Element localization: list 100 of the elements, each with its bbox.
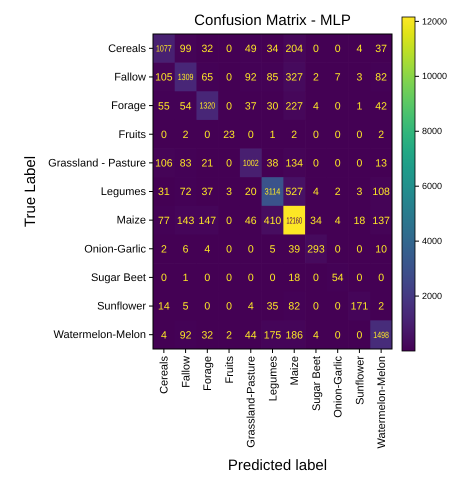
x-tick-label: Grassland-Pasture — [246, 356, 258, 448]
data-label: 0 — [204, 272, 210, 284]
data-label: 0 — [313, 300, 320, 313]
data-label: 0 — [204, 128, 210, 141]
data-label: 1077 — [156, 43, 176, 54]
data-label: 3 — [226, 186, 232, 198]
data-label: 0 — [204, 300, 210, 313]
data-label: 0 — [334, 42, 341, 55]
data-label: 0 — [226, 72, 232, 84]
data-label: 0 — [226, 272, 232, 284]
data-label: 83 — [180, 158, 192, 170]
y-tick-label: Onion-Garlic — [84, 243, 146, 256]
data-label: 7 — [334, 72, 341, 84]
data-label: 175 — [264, 329, 282, 342]
data-label: 6 — [182, 243, 189, 256]
data-label: 1 — [356, 100, 362, 112]
data-label: 1309 — [178, 72, 198, 82]
y-tick-label: Cereals — [108, 42, 146, 55]
data-label: 1498 — [373, 330, 394, 340]
x-tick-label: Forage — [202, 356, 214, 391]
data-label: 12160 — [286, 215, 312, 226]
data-label: 2 — [378, 128, 384, 141]
data-label: 65 — [201, 72, 214, 84]
data-label: 0 — [356, 243, 362, 256]
y-tick-label: Forage — [111, 100, 146, 112]
y-tick-label: Fruits — [118, 128, 146, 141]
data-label: 186 — [285, 329, 304, 342]
data-label: 0 — [356, 158, 362, 170]
data-label: 0 — [356, 329, 362, 342]
y-tick-label: Fallow — [114, 71, 146, 84]
data-label: 54 — [180, 100, 192, 112]
data-label: 143 — [176, 214, 195, 227]
data-label: 147 — [198, 214, 216, 227]
x-axis-title: Predicted label — [228, 457, 328, 474]
data-label: 4 — [356, 42, 362, 55]
x-tick-label: Legumes — [267, 356, 280, 402]
data-label: 30 — [266, 100, 278, 112]
data-label: 37 — [375, 42, 388, 55]
data-label: 82 — [375, 72, 388, 84]
x-tick-label: Sunflower — [354, 356, 366, 405]
data-label: 5 — [182, 300, 189, 313]
data-label: 0 — [313, 272, 320, 284]
data-label: 4 — [313, 100, 320, 112]
data-label: 0 — [226, 214, 232, 227]
x-tick-label: Watermelon-Melon — [376, 356, 388, 449]
y-tick-label: Sugar Beet — [90, 272, 146, 284]
data-label: 4 — [334, 214, 341, 227]
data-label: 3114 — [264, 186, 284, 197]
data-label: 0 — [334, 243, 341, 256]
data-label: 0 — [334, 300, 341, 313]
data-label: 0 — [334, 158, 341, 170]
data-label: 293 — [307, 243, 325, 256]
data-label: 10 — [375, 243, 388, 256]
data-label: 1002 — [242, 158, 263, 168]
data-label: 5 — [270, 243, 276, 256]
data-label: 3 — [356, 186, 362, 198]
data-label: 2 — [226, 329, 232, 342]
data-label: 42 — [375, 100, 388, 112]
data-label: 44 — [244, 329, 257, 342]
color-bar-label: 12000 — [422, 16, 448, 26]
data-label: 0 — [334, 128, 341, 141]
color-bar-label: 2000 — [422, 290, 442, 301]
color-bar-label: 8000 — [422, 126, 442, 136]
data-label: 55 — [158, 100, 170, 112]
color-bar-label: 6000 — [422, 181, 442, 192]
data-label: 227 — [285, 100, 304, 112]
data-label: 20 — [244, 186, 257, 198]
data-label: 1 — [270, 128, 276, 141]
color-bar-label: 4000 — [422, 236, 442, 246]
x-tick-label: Cereals — [158, 356, 171, 394]
data-label: 0 — [226, 158, 232, 170]
data-label: 46 — [244, 214, 257, 227]
data-label: 1320 — [199, 100, 220, 111]
data-label: 2 — [160, 243, 167, 256]
data-label: 106 — [155, 158, 173, 170]
data-label: 38 — [266, 158, 278, 170]
data-label: 4 — [160, 329, 167, 342]
y-tick-label: Sunflower — [97, 300, 146, 313]
data-label: 108 — [372, 186, 390, 198]
data-label: 2 — [182, 128, 189, 141]
data-label: 77 — [158, 214, 170, 227]
data-label: 85 — [266, 72, 278, 84]
data-label: 39 — [288, 243, 300, 256]
data-label: 0 — [356, 272, 362, 284]
data-label: 4 — [248, 300, 254, 313]
data-label: 1 — [182, 272, 189, 284]
data-label: 0 — [313, 128, 320, 141]
data-label: 4 — [313, 329, 320, 342]
y-tick-label: Watermelon-Melon — [53, 329, 146, 342]
data-label: 0 — [226, 243, 232, 256]
data-label: 32 — [201, 42, 214, 55]
data-label: 4 — [204, 243, 210, 256]
data-label: 0 — [356, 128, 362, 141]
data-label: 0 — [378, 272, 384, 284]
data-label: 4 — [313, 186, 320, 198]
x-tick-label: Fruits — [224, 356, 236, 384]
data-label: 13 — [375, 158, 388, 170]
data-label: 137 — [372, 214, 390, 227]
data-label: 0 — [248, 128, 254, 141]
data-label: 23 — [223, 128, 236, 141]
